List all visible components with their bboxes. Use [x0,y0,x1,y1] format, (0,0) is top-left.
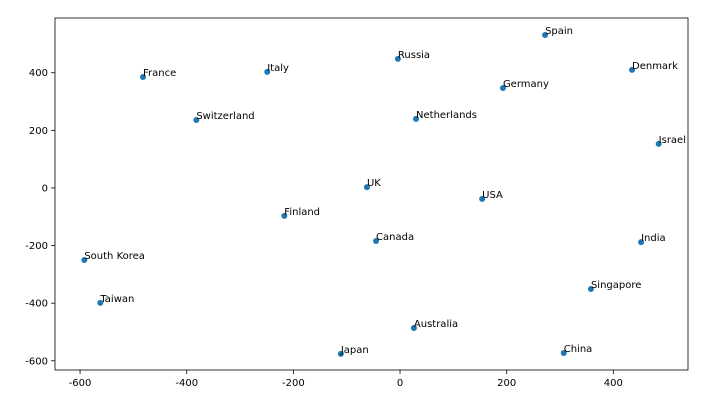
point-label: India [641,233,666,244]
x-tick-label: -400 [175,378,198,389]
point [81,256,88,263]
point [560,350,567,357]
point-label: France [143,68,176,79]
point-label: South Korea [84,251,145,262]
y-tick-label: -600 [25,356,48,367]
point-label: Russia [398,50,430,61]
point-label: Netherlands [416,110,477,121]
point-label: Canada [376,232,414,243]
point-label: Denmark [632,61,678,72]
point-label: UK [367,178,381,189]
y-tick-label: -200 [25,241,48,252]
y-tick-label: 200 [29,126,48,137]
point [655,140,662,147]
point [499,84,506,91]
point-label: China [564,344,593,355]
point [97,299,104,306]
x-tick-label: 0 [397,378,403,389]
point [337,350,344,357]
y-tick-label: -400 [25,299,48,310]
point-label: USA [482,190,503,201]
x-tick-label: -200 [282,378,305,389]
point-label: Germany [503,79,549,90]
point-label: Israel [659,135,686,146]
point [638,239,645,246]
point [629,66,636,73]
point [542,31,549,38]
y-tick-label: 400 [29,68,48,79]
point [410,324,417,331]
x-tick-label: 200 [497,378,516,389]
y-tick-label: 0 [42,183,48,194]
point-label: Taiwan [99,294,134,305]
x-tick-label: -600 [69,378,92,389]
point [264,68,271,75]
point [139,74,146,81]
point-label: Singapore [591,280,641,291]
x-tick-label: 400 [604,378,623,389]
point-label: Switzerland [196,111,254,122]
point [281,212,288,219]
point-label: Japan [340,345,369,356]
point-label: Australia [414,319,458,330]
point-label: Spain [545,26,573,37]
point [373,237,380,244]
point-label: Finland [284,207,320,218]
point [193,116,200,123]
point [363,184,370,191]
point [479,195,486,202]
point [587,286,594,293]
point [413,115,420,122]
point-label: Italy [267,63,289,74]
plot-frame [54,17,689,371]
point [394,55,401,62]
